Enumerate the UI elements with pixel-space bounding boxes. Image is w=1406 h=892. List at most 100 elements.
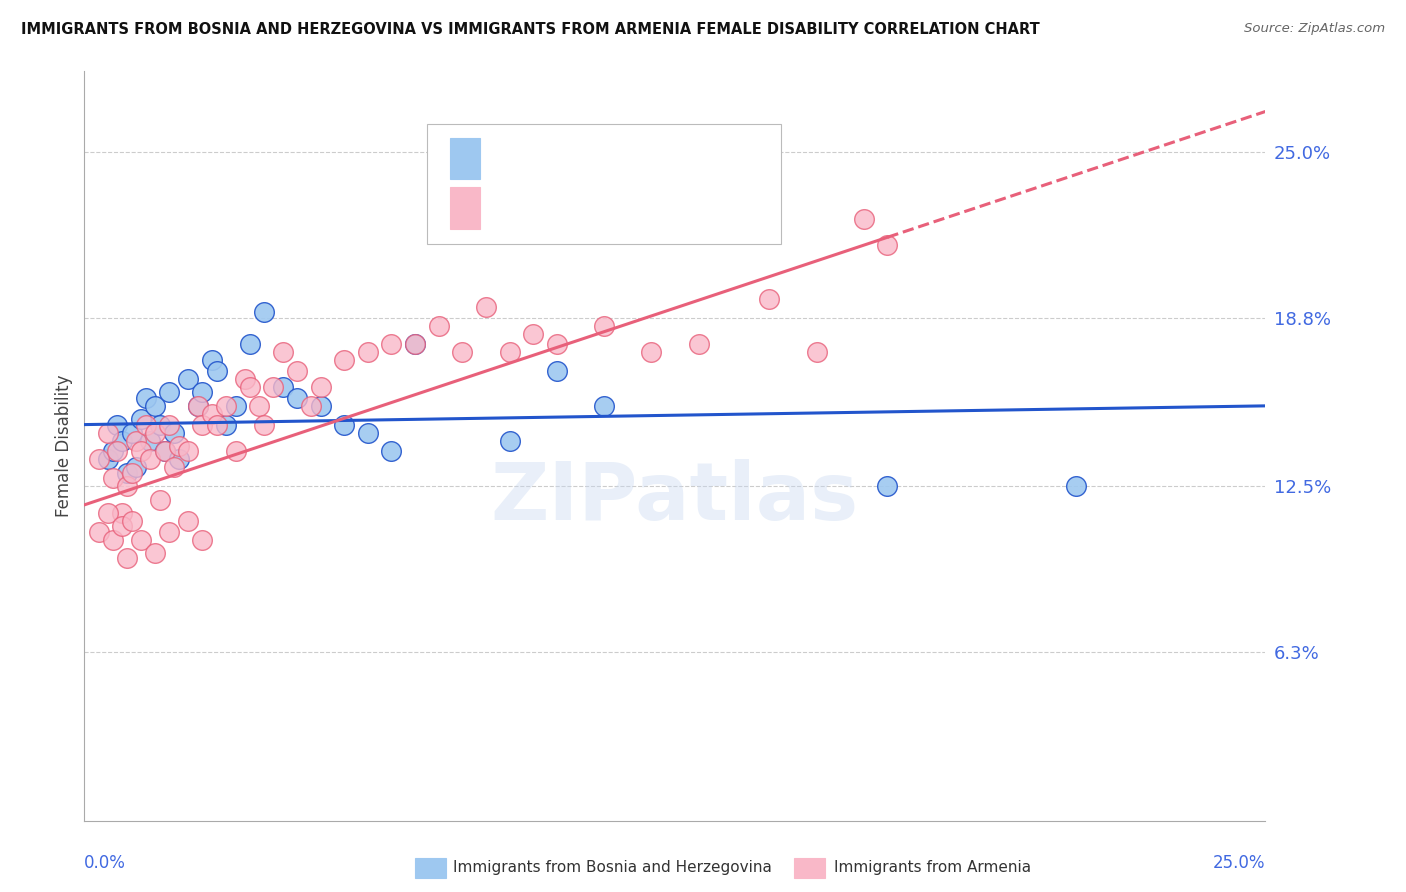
Point	[157, 524, 180, 539]
Point	[177, 444, 200, 458]
Bar	[450, 138, 479, 179]
Point	[404, 337, 426, 351]
Bar	[450, 187, 479, 228]
Point	[121, 466, 143, 480]
Point	[357, 345, 380, 359]
Point	[271, 345, 294, 359]
Text: Immigrants from Armenia: Immigrants from Armenia	[834, 861, 1031, 875]
Point	[806, 345, 828, 359]
Point	[143, 399, 166, 413]
Point	[205, 417, 228, 432]
Point	[640, 345, 662, 359]
Text: 25.0%: 25.0%	[1213, 855, 1265, 872]
Point	[876, 238, 898, 252]
Point	[87, 452, 110, 467]
Point	[191, 385, 214, 400]
Point	[247, 399, 270, 413]
Point	[87, 524, 110, 539]
Point	[111, 519, 134, 533]
Point	[121, 514, 143, 528]
Point	[225, 399, 247, 413]
Text: 0.0%: 0.0%	[84, 855, 127, 872]
Point	[333, 353, 356, 368]
Point	[153, 444, 176, 458]
Point	[107, 444, 129, 458]
Y-axis label: Female Disability: Female Disability	[55, 375, 73, 517]
Point	[498, 345, 520, 359]
Point	[285, 364, 308, 378]
Point	[115, 479, 138, 493]
Point	[101, 444, 124, 458]
Point	[111, 506, 134, 520]
Point	[121, 425, 143, 440]
Point	[187, 399, 209, 413]
Point	[215, 399, 238, 413]
Point	[758, 292, 780, 306]
Point	[115, 466, 138, 480]
Point	[253, 305, 276, 319]
Point	[187, 399, 209, 413]
Point	[143, 425, 166, 440]
Point	[876, 479, 898, 493]
Point	[357, 425, 380, 440]
Point	[380, 444, 402, 458]
Point	[309, 399, 332, 413]
Point	[97, 425, 120, 440]
Point	[239, 380, 262, 394]
Point	[546, 337, 568, 351]
Point	[97, 452, 120, 467]
Point	[475, 300, 498, 314]
Point	[262, 380, 284, 394]
Point	[852, 211, 875, 226]
Point	[546, 364, 568, 378]
Point	[135, 417, 157, 432]
Point	[1066, 479, 1088, 493]
Point	[593, 399, 616, 413]
Point	[157, 417, 180, 432]
Point	[498, 434, 520, 448]
Text: R = 0.055: R = 0.055	[498, 150, 588, 168]
Point	[107, 417, 129, 432]
Point	[309, 380, 332, 394]
Point	[157, 385, 180, 400]
Point	[97, 506, 120, 520]
Point	[125, 434, 148, 448]
Point	[111, 434, 134, 448]
Point	[225, 444, 247, 458]
Point	[139, 434, 162, 448]
Point	[215, 417, 238, 432]
Point	[427, 318, 450, 333]
Text: IMMIGRANTS FROM BOSNIA AND HERZEGOVINA VS IMMIGRANTS FROM ARMENIA FEMALE DISABIL: IMMIGRANTS FROM BOSNIA AND HERZEGOVINA V…	[21, 22, 1040, 37]
Point	[101, 533, 124, 547]
Point	[233, 372, 256, 386]
Point	[143, 546, 166, 560]
Point	[167, 452, 190, 467]
FancyBboxPatch shape	[427, 124, 782, 244]
Point	[129, 533, 152, 547]
Point	[149, 417, 172, 432]
Text: N = 61: N = 61	[645, 199, 709, 217]
Point	[191, 417, 214, 432]
Point	[285, 391, 308, 405]
Text: N = 38: N = 38	[645, 150, 709, 168]
Point	[191, 533, 214, 547]
Point	[404, 337, 426, 351]
Point	[201, 353, 224, 368]
Point	[139, 452, 162, 467]
Point	[135, 391, 157, 405]
Point	[129, 412, 152, 426]
Text: Source: ZipAtlas.com: Source: ZipAtlas.com	[1244, 22, 1385, 36]
Point	[451, 345, 474, 359]
Point	[380, 337, 402, 351]
Text: ZIPatlas: ZIPatlas	[491, 459, 859, 538]
Point	[101, 471, 124, 485]
Point	[125, 460, 148, 475]
Point	[239, 337, 262, 351]
Text: Immigrants from Bosnia and Herzegovina: Immigrants from Bosnia and Herzegovina	[453, 861, 772, 875]
Text: R = 0.579: R = 0.579	[498, 199, 588, 217]
Point	[205, 364, 228, 378]
Point	[616, 219, 638, 234]
Point	[271, 380, 294, 394]
Point	[688, 337, 710, 351]
Point	[593, 318, 616, 333]
